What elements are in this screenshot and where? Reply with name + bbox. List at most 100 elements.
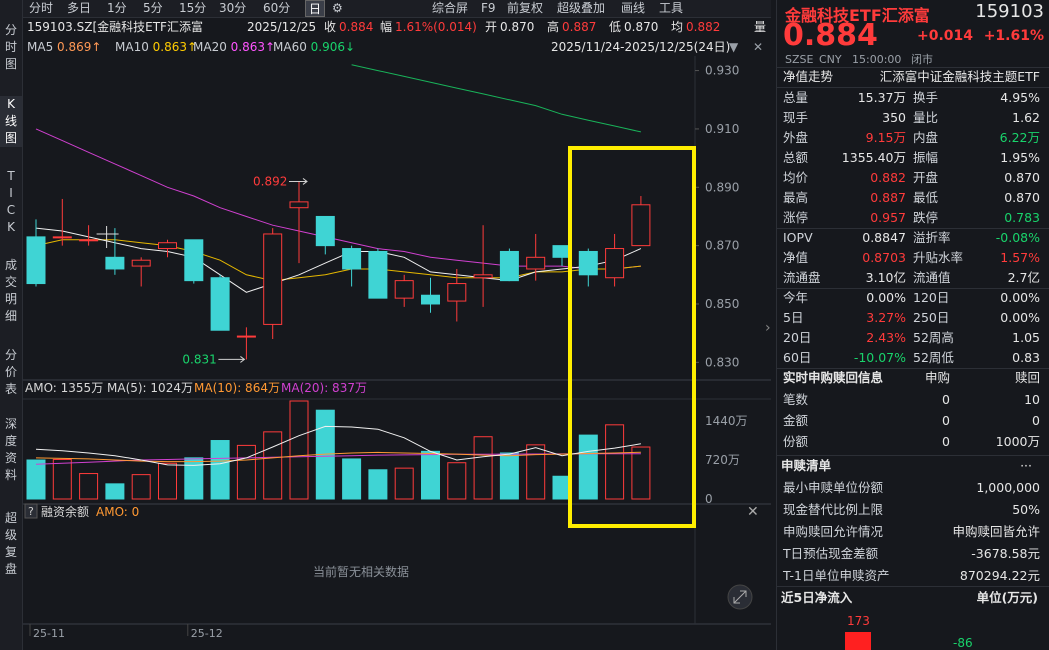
candle-body[interactable] [526,256,546,270]
netflow-header: 近5日净流入 单位(万元) [777,588,1049,608]
volume-bar[interactable] [210,440,230,500]
volume-bar[interactable] [473,436,493,500]
volume-bar[interactable] [26,459,46,500]
candle-body[interactable] [447,283,467,302]
candle-body[interactable] [342,248,362,270]
candle-body[interactable] [210,277,230,331]
perf-stat-row: 20日 2.43% 52周高 1.05 [777,328,1049,348]
volume-bar[interactable] [394,467,414,500]
left-tab-0[interactable]: 分时图 [4,23,17,71]
perf-stat-row: 5日 3.27% 250日 0.00% [777,308,1049,328]
toolbar-item-3[interactable]: 超级叠加 [557,1,606,15]
candle-body[interactable] [605,248,625,279]
candle-body[interactable] [131,259,151,267]
nav-stat-label: 升贴水率 [913,250,964,265]
volume-bar[interactable] [131,474,151,500]
creation-header: 实时申购赎回信息 申购 赎回 [777,368,1049,388]
amo-label: AMO: 1355万 [25,381,103,395]
settings-gear-icon[interactable]: ⚙ [332,1,343,15]
candle-body[interactable] [315,215,335,247]
candle-body[interactable] [263,233,283,325]
volume-bar[interactable] [421,450,440,500]
pcf-label: 申购赎回允许情况 [783,524,884,539]
volume-bar[interactable] [79,473,99,500]
ma-value: 0.906↓ [310,40,356,54]
margin-amo: AMO: 0 [96,505,139,519]
volume-bar[interactable] [631,446,651,500]
candle-body[interactable] [26,236,46,285]
volume-bar[interactable] [289,400,309,500]
kline-chart[interactable]: 0.930 0.910 0.890 0.870 0.850 0.830 0.892 0.831… [23,56,771,650]
candle-body[interactable] [158,242,177,250]
volume-bar[interactable] [342,458,362,500]
close-icon[interactable]: ✕ [753,40,764,54]
period-7[interactable]: 日 [305,0,326,17]
toolbar-item-4[interactable]: 画线 [621,1,646,15]
period-3[interactable]: 5分 [143,1,163,15]
creation-row: 笔数 0 10 [777,390,1049,410]
stat-label: 外盘 [783,130,809,145]
perf-stat-row: 今年 0.00% 120日 0.00% [777,288,1049,308]
perf-stat-label: 120日 [913,290,950,305]
range-triangle-icon[interactable]: ▼ [729,40,739,54]
stat-value: 1.62 [1012,110,1040,125]
close-value: 0.884 [339,20,374,34]
candle-body[interactable] [631,204,651,247]
volume-bar[interactable] [158,462,177,500]
expand-right-icon[interactable]: › [765,320,771,336]
volume-bar[interactable] [499,452,519,500]
left-tab-5[interactable]: 深度资料 [4,417,17,482]
volume-bar[interactable] [184,457,204,500]
ma-value: 0.863↑ [152,40,198,54]
volume-bar[interactable] [105,483,125,500]
stat-row: 现手 350 量比 1.62 [777,108,1049,128]
amo-ma10-label: MA(10): 864万 [194,381,280,395]
period-6[interactable]: 60分 [263,1,291,15]
candle-body[interactable] [105,256,125,270]
period-1[interactable]: 多日 [67,1,92,15]
close-panel-icon[interactable]: ✕ [747,504,759,520]
left-tab-4[interactable]: 分价表 [4,348,17,396]
candle-body[interactable] [52,236,72,239]
help-icon[interactable] [24,503,38,519]
quote-info-bar: 159103.SZ[金融科技ETF汇添富 2025/12/25 收 0.884 … [23,18,771,36]
volume-bar[interactable] [263,431,283,500]
perf-stat-label: 52周高 [913,330,954,345]
price-change: +0.014 [917,28,974,44]
candle-body[interactable] [289,201,309,209]
ma-legend-0: MA5 0.869↑ [27,38,101,56]
candle-body[interactable] [236,335,256,338]
volume-bar[interactable] [447,462,467,500]
stat-label: 跌停 [913,210,939,225]
candle-body[interactable] [578,250,598,276]
left-tab-3[interactable]: 成交明细 [4,258,17,323]
high-label: 高 [547,20,560,34]
period-2[interactable]: 1分 [107,1,127,15]
left-tab-6[interactable]: 超级复盘 [4,511,17,576]
candle-body[interactable] [473,274,493,279]
candle-body[interactable] [368,250,388,299]
highlight-box [568,146,696,528]
netflow-bar-1 [845,632,871,650]
volume-bar[interactable] [526,444,546,500]
volume-bar[interactable] [236,444,256,500]
volume-bar[interactable] [368,469,388,500]
period-5[interactable]: 30分 [219,1,247,15]
candle-body[interactable] [184,239,204,282]
toolbar-item-2[interactable]: 前复权 [507,1,544,15]
period-0[interactable]: 分时 [29,1,54,15]
period-4[interactable]: 15分 [179,1,207,15]
toolbar-item-5[interactable]: 工具 [659,1,684,15]
candle-body[interactable] [79,239,99,242]
toolbar-item-0[interactable]: 综合屏 [432,1,469,15]
candle-body[interactable] [499,250,519,282]
volume-bar[interactable] [52,458,72,500]
toolbar-item-1[interactable]: F9 [481,1,496,15]
candle-body[interactable] [421,294,440,305]
volume-bar[interactable] [605,424,625,500]
volume-tick-label: 0 [705,492,713,506]
candle-body[interactable] [394,280,414,299]
